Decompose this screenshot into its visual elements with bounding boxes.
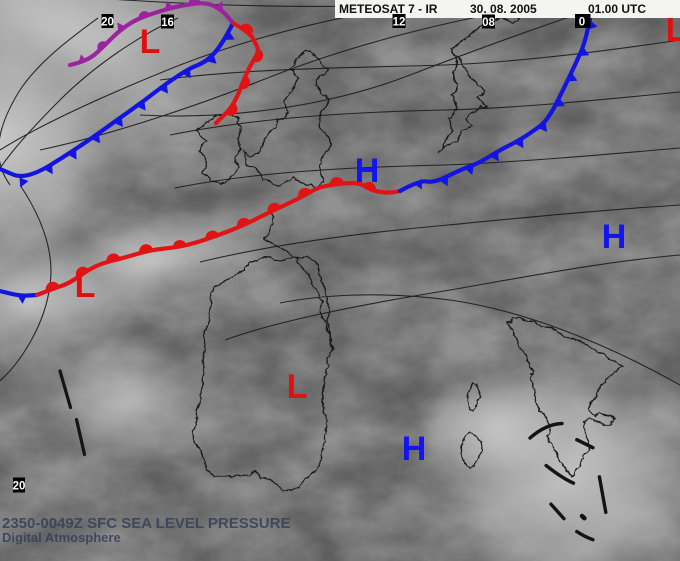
svg-text:01.00 UTC: 01.00 UTC [588, 2, 646, 16]
svg-text:20: 20 [13, 481, 26, 493]
svg-text:20: 20 [101, 17, 114, 29]
svg-text:H: H [355, 152, 380, 190]
svg-text:L: L [287, 368, 308, 406]
svg-text:16: 16 [161, 17, 174, 29]
svg-text:H: H [602, 218, 627, 256]
svg-text:L: L [140, 23, 161, 61]
svg-text:Digital Atmosphere: Digital Atmosphere [2, 530, 121, 545]
svg-text:H: H [402, 430, 427, 468]
svg-text:12: 12 [393, 17, 406, 29]
svg-text:0: 0 [579, 17, 585, 29]
svg-text:30. 08. 2005: 30. 08. 2005 [470, 2, 537, 16]
svg-text:L: L [75, 267, 96, 305]
svg-text:METEOSAT 7 - IR: METEOSAT 7 - IR [339, 2, 438, 16]
svg-text:08: 08 [482, 17, 495, 29]
